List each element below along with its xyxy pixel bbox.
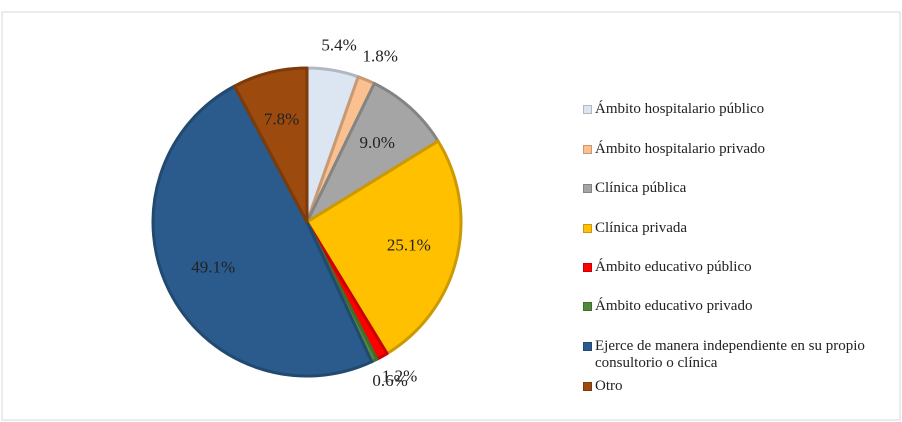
data-label: 25.1% <box>387 235 431 254</box>
legend-label: Ámbito educativo público <box>595 259 752 275</box>
pie-slice <box>233 66 309 224</box>
pie-slice <box>151 84 374 378</box>
legend-swatch <box>583 263 592 272</box>
pie-slice <box>305 81 440 224</box>
legend-label: Clínica pública <box>595 180 687 196</box>
data-label: 7.8% <box>264 109 299 128</box>
data-label: 9.0% <box>360 133 395 152</box>
legend-label: Clínica privada <box>595 220 688 236</box>
legend-swatch <box>583 145 592 154</box>
data-label: 5.4% <box>321 35 356 54</box>
legend-swatch <box>583 184 592 193</box>
chart-border <box>1 11 901 421</box>
legend-label: Ámbito hospitalario público <box>595 101 765 117</box>
legend-label: Otro <box>595 378 623 394</box>
legend-swatch <box>583 342 592 351</box>
legend-swatch <box>583 302 592 311</box>
legend-swatch <box>583 382 592 391</box>
legend-swatch <box>583 224 592 233</box>
legend-label: Ejerce de manera independiente en su pro… <box>595 338 865 371</box>
legend-label: Ámbito hospitalario privado <box>595 141 765 157</box>
data-label: 0.6% <box>372 371 407 390</box>
data-label: 1.8% <box>363 47 398 66</box>
data-label: 1.2% <box>382 366 417 385</box>
legend-swatch <box>583 105 592 114</box>
data-label: 49.1% <box>191 258 235 277</box>
legend-label: Ámbito educativo privado <box>595 298 753 314</box>
pie-slice <box>305 139 463 356</box>
